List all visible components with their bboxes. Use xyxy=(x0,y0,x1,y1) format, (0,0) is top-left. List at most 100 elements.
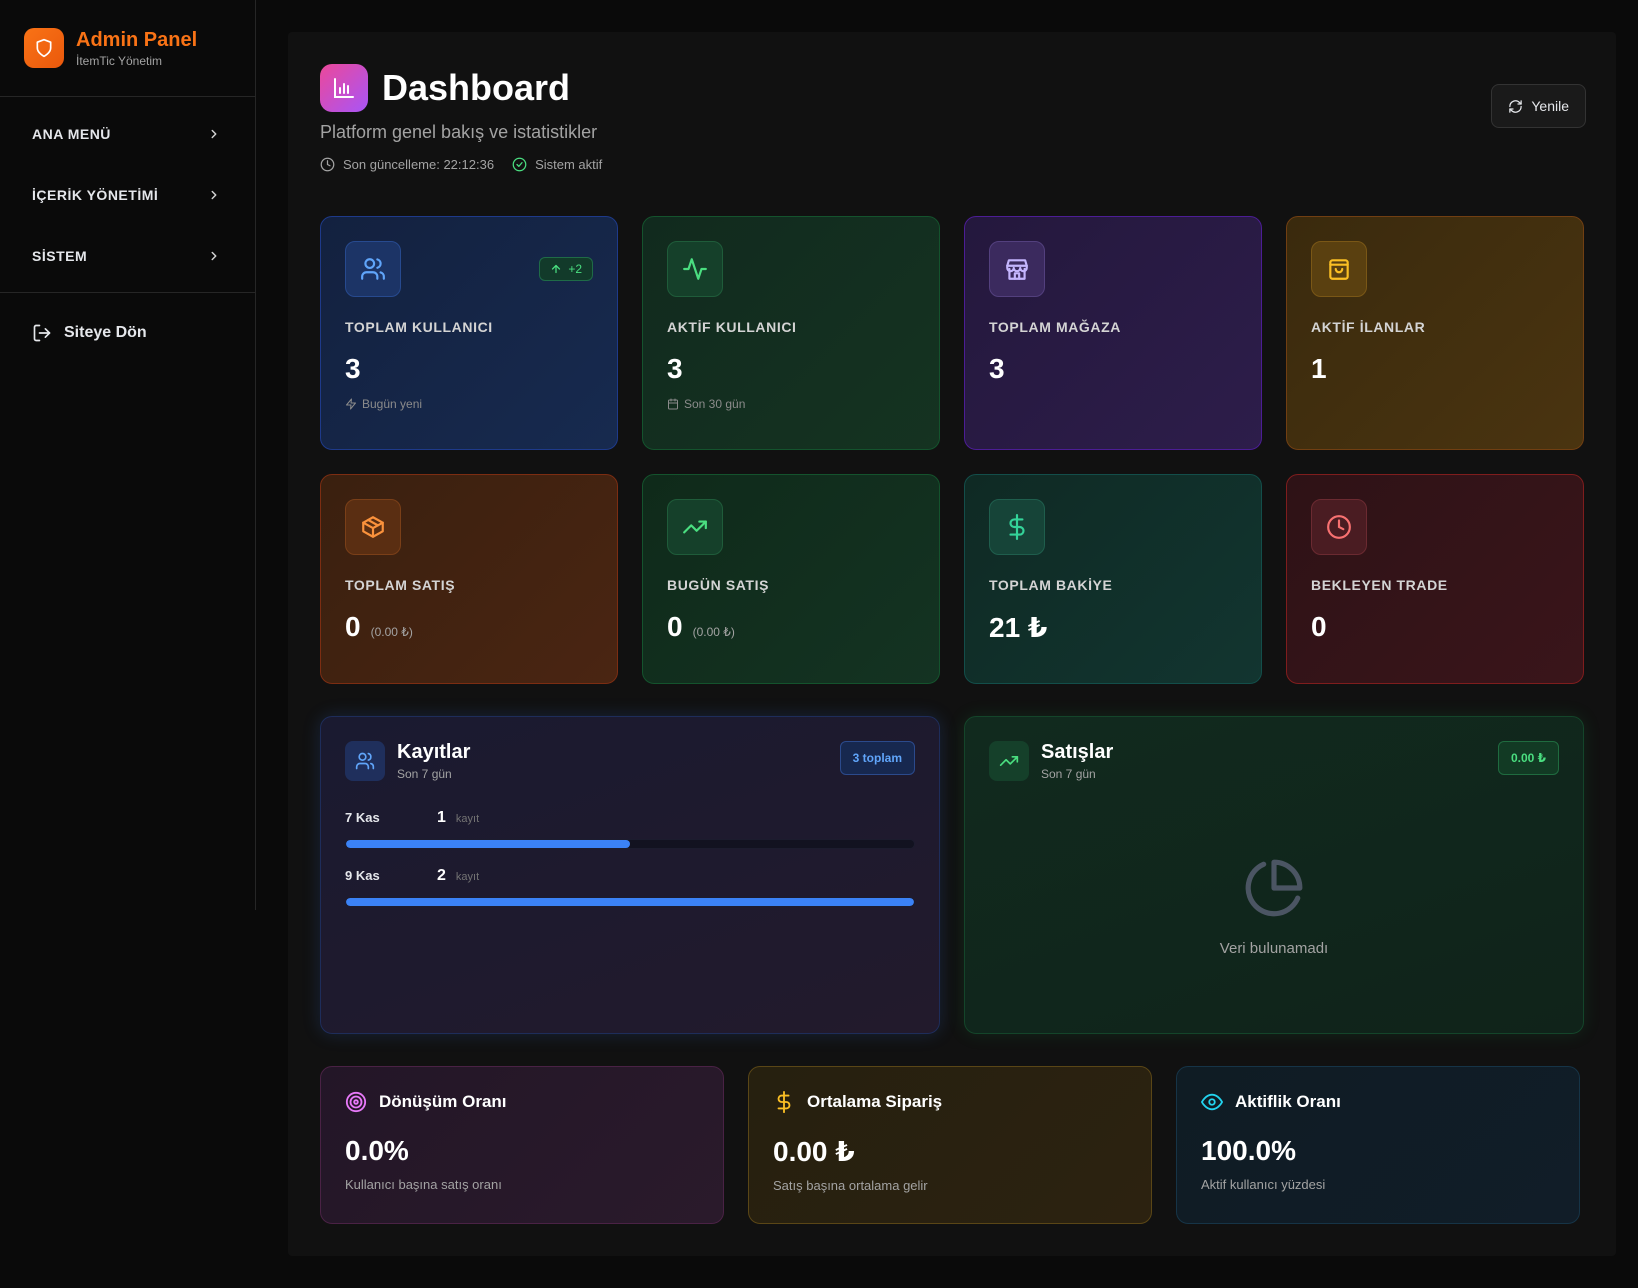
growth-badge: +2 xyxy=(539,257,593,281)
back-to-site-link[interactable]: Siteye Dön xyxy=(0,293,255,343)
refresh-icon xyxy=(1509,99,1523,113)
back-label: Siteye Dön xyxy=(64,324,147,341)
stat-card-total-balance[interactable]: TOPLAM BAKİYE 21 ₺ xyxy=(964,474,1262,684)
calendar-icon xyxy=(668,398,678,410)
stat-label: TOPLAM BAKİYE xyxy=(989,577,1113,593)
eye-icon xyxy=(1201,1093,1223,1111)
growth-badge-text: +2 xyxy=(568,262,582,276)
progress-bar xyxy=(345,839,915,849)
stat-value: 0 (0.00 ₺) xyxy=(345,611,593,643)
metric-title: Aktiflik Oranı xyxy=(1235,1092,1341,1111)
sidebar-item-sistem[interactable]: SİSTEM xyxy=(0,225,255,286)
metric-value: 0.00 ₺ xyxy=(773,1136,855,1167)
chevron-right-icon xyxy=(211,129,217,138)
metric-desc: Kullanıcı başına satış oranı xyxy=(345,1177,502,1192)
sales-total-badge: 0.00 ₺ xyxy=(1497,741,1559,775)
refresh-label: Yenile xyxy=(1531,98,1569,114)
stat-value-text: 0 xyxy=(667,611,683,642)
stat-extra: (0.00 ₺) xyxy=(692,625,735,639)
zap-icon xyxy=(346,398,356,410)
stat-label: TOPLAM MAĞAZA xyxy=(989,319,1121,335)
metric-desc: Aktif kullanıcı yüzdesi xyxy=(1201,1177,1326,1192)
progress-fill xyxy=(346,898,914,906)
stat-value-text: 3 xyxy=(345,353,361,384)
empty-state-text: Veri bulunamadı xyxy=(1219,940,1329,957)
last-update-text: Son güncelleme: 22:12:36 xyxy=(343,157,495,172)
sidebar-item-icerik-yonetimi[interactable]: İÇERİK YÖNETİMİ xyxy=(0,164,255,225)
brand-title: Admin Panel xyxy=(76,29,198,51)
brand[interactable]: Admin Panel İtemTic Yönetim xyxy=(0,0,255,97)
stat-value-text: 0 xyxy=(1311,611,1327,642)
reg-date: 7 Kas xyxy=(345,810,380,825)
stat-card-active-listings[interactable]: AKTİF İLANLAR 1 xyxy=(1286,216,1584,450)
panel-subtitle: Son 7 gün xyxy=(1041,767,1096,781)
users-icon xyxy=(345,741,385,781)
list-item: 7 Kas 1 kayıt xyxy=(345,809,915,849)
sidebar-item-label: İÇERİK YÖNETİMİ xyxy=(32,186,159,203)
stat-label: BUGÜN SATIŞ xyxy=(667,577,770,593)
stat-value-text: 0 xyxy=(345,611,361,642)
metric-card-average-order[interactable]: Ortalama Sipariş 0.00 ₺ Satış başına ort… xyxy=(748,1066,1152,1224)
progress-bar xyxy=(345,897,915,907)
stat-value-text: 3 xyxy=(667,353,683,384)
stat-card-total-users[interactable]: +2 TOPLAM KULLANICI 3 Bugün yeni xyxy=(320,216,618,450)
check-circle-icon xyxy=(512,157,527,172)
stats-row-1: +2 TOPLAM KULLANICI 3 Bugün yeni AKTİF K… xyxy=(320,216,1584,450)
sidebar-item-label: SİSTEM xyxy=(32,247,88,264)
clock-icon xyxy=(320,157,335,172)
stat-value: 3 xyxy=(667,353,915,385)
stat-card-today-sales[interactable]: BUGÜN SATIŞ 0 (0.00 ₺) xyxy=(642,474,940,684)
metric-title: Dönüşüm Oranı xyxy=(379,1092,507,1111)
page-title: Dashboard xyxy=(382,67,571,108)
dollar-icon xyxy=(777,1091,791,1113)
stat-extra: (0.00 ₺) xyxy=(370,625,413,639)
stat-value: 0 xyxy=(1311,611,1559,643)
log-out-icon xyxy=(33,324,51,342)
stat-label: AKTİF İLANLAR xyxy=(1311,319,1426,335)
stat-note-text: Bugün yeni xyxy=(362,397,423,411)
shopping-bag-icon xyxy=(1311,241,1367,297)
pie-chart-icon xyxy=(1245,859,1303,917)
reg-date: 9 Kas xyxy=(345,868,380,883)
metric-title: Ortalama Sipariş xyxy=(807,1092,943,1111)
stat-value-text: 21 ₺ xyxy=(989,612,1048,643)
trending-up-icon xyxy=(989,741,1029,781)
target-icon xyxy=(345,1091,367,1113)
sidebar: Admin Panel İtemTic Yönetim ANA MENÜ İÇE… xyxy=(0,0,256,910)
reg-unit: kayıt xyxy=(455,871,480,883)
main-content: Dashboard Platform genel bakış ve istati… xyxy=(288,32,1616,1256)
trending-up-icon xyxy=(667,499,723,555)
stat-label: TOPLAM KULLANICI xyxy=(345,319,493,335)
arrow-up-icon xyxy=(552,264,561,274)
sales-panel: Satışlar Son 7 gün 0.00 ₺ Veri bulunamad… xyxy=(964,716,1584,1034)
refresh-button[interactable]: Yenile xyxy=(1491,84,1586,128)
total-badge: 3 toplam xyxy=(839,741,915,775)
panel-title: Kayıtlar xyxy=(397,741,471,763)
reg-count: 2 xyxy=(437,867,446,884)
stat-card-pending-trade[interactable]: BEKLEYEN TRADE 0 xyxy=(1286,474,1584,684)
stat-card-total-sales[interactable]: TOPLAM SATIŞ 0 (0.00 ₺) xyxy=(320,474,618,684)
stat-card-active-users[interactable]: AKTİF KULLANICI 3 Son 30 gün xyxy=(642,216,940,450)
shield-icon xyxy=(24,28,64,68)
users-icon xyxy=(345,241,401,297)
progress-fill xyxy=(346,840,630,848)
system-status: Sistem aktif xyxy=(512,157,602,172)
panel-subtitle: Son 7 gün xyxy=(397,767,452,781)
reg-count: 1 xyxy=(437,809,446,826)
sidebar-nav: ANA MENÜ İÇERİK YÖNETİMİ SİSTEM xyxy=(0,97,255,293)
activity-icon xyxy=(667,241,723,297)
stat-value: 3 xyxy=(989,353,1237,385)
reg-unit: kayıt xyxy=(455,813,480,825)
stats-row-2: TOPLAM SATIŞ 0 (0.00 ₺) BUGÜN SATIŞ 0 (0.0… xyxy=(320,474,1584,684)
stat-value: 1 xyxy=(1311,353,1559,385)
metric-card-conversion[interactable]: Dönüşüm Oranı 0.0% Kullanıcı başına satı… xyxy=(320,1066,724,1224)
page-subtitle: Platform genel bakış ve istatistikler xyxy=(320,122,598,142)
bar-chart-icon xyxy=(320,64,368,112)
stat-card-total-stores[interactable]: TOPLAM MAĞAZA 3 xyxy=(964,216,1262,450)
panel-title: Satışlar xyxy=(1041,741,1114,763)
sidebar-item-ana-menu[interactable]: ANA MENÜ xyxy=(0,103,255,164)
stat-note-text: Son 30 gün xyxy=(684,397,746,411)
metric-card-activity-rate[interactable]: Aktiflik Oranı 100.0% Aktif kullanıcı yü… xyxy=(1176,1066,1580,1224)
chevron-right-icon xyxy=(211,251,217,260)
stat-label: TOPLAM SATIŞ xyxy=(345,577,456,593)
